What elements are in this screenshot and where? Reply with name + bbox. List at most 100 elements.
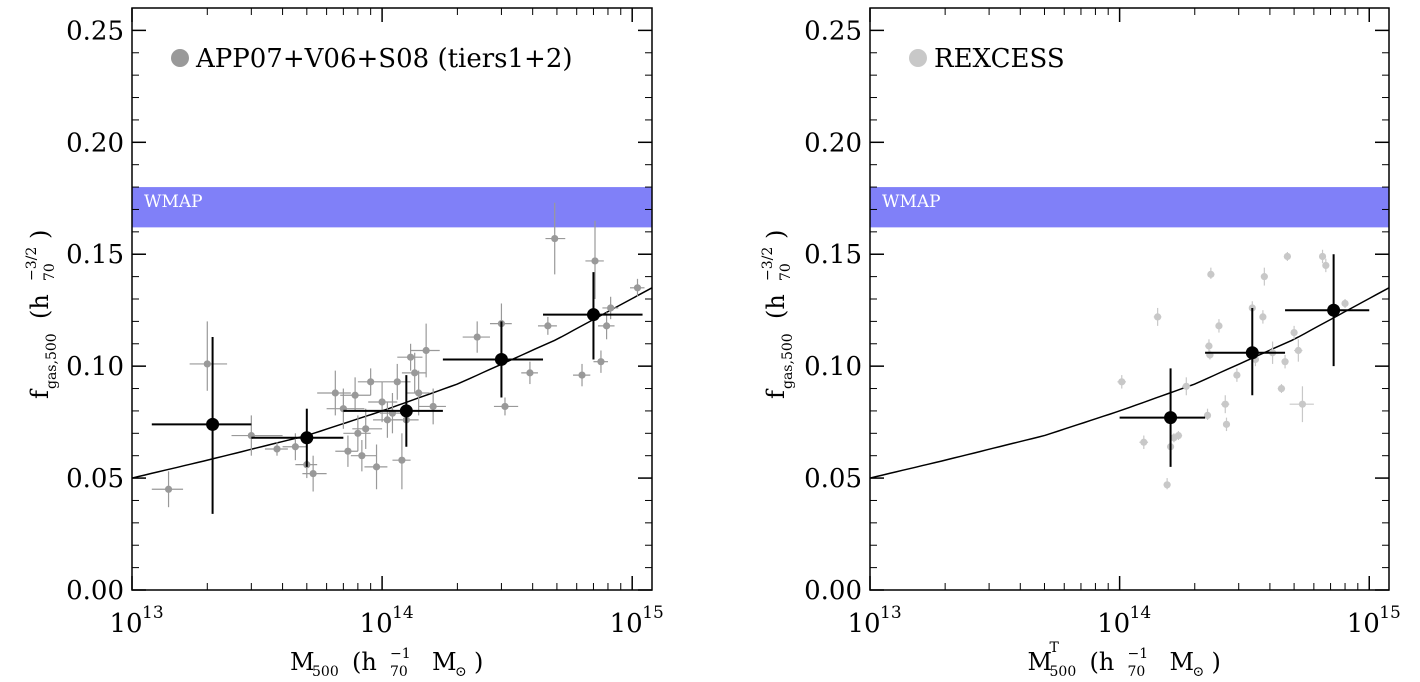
data-point-marker [1277, 384, 1286, 393]
data-point-marker [1140, 438, 1148, 446]
fit-curve [869, 287, 1390, 479]
data-point-marker [422, 346, 430, 355]
data-point [1207, 267, 1215, 279]
y-label-h-sup: −3/2 [760, 247, 776, 281]
binned-point-marker [1245, 346, 1259, 360]
data-point-marker [367, 378, 375, 386]
data-point-marker [1163, 481, 1171, 489]
y-label-main: f [26, 388, 54, 399]
binned-point [543, 272, 643, 360]
data-point-marker [1207, 270, 1215, 278]
x-tick-exponent: 13 [880, 603, 902, 623]
binned-point [151, 337, 252, 514]
y-tick-label: 0.25 [804, 16, 862, 46]
data-point [1139, 435, 1149, 449]
data-point-marker [1281, 358, 1289, 366]
y-label-paren-open: (h [26, 294, 54, 319]
x-tick-label: 10 [847, 609, 880, 639]
data-point-marker [1182, 382, 1190, 390]
binned-point-marker [494, 352, 508, 366]
data-point-marker [309, 470, 317, 478]
data-point-marker [406, 353, 415, 361]
data-point [1222, 417, 1231, 432]
data-point [1322, 258, 1330, 273]
data-point-marker [1341, 299, 1349, 308]
binned-point-marker [300, 431, 314, 445]
data-point-marker [597, 358, 605, 366]
data-point-marker [526, 369, 534, 377]
data-point-marker [1322, 261, 1330, 270]
y-label-h-sub: 70 [778, 263, 794, 281]
x-label-unit: M [432, 648, 457, 676]
data-point [1215, 319, 1223, 333]
data-point [1163, 478, 1171, 490]
data-point [189, 321, 228, 391]
x-label-h-sub: 70 [390, 664, 408, 680]
data-point [401, 352, 427, 394]
data-point-marker [351, 391, 359, 399]
data-point [537, 316, 557, 335]
data-point [151, 471, 184, 508]
data-point [302, 455, 327, 492]
data-point [392, 433, 411, 490]
data-point [1153, 307, 1162, 326]
data-point-marker [602, 322, 611, 330]
data-point-marker [273, 445, 281, 453]
data-point-marker [398, 456, 406, 464]
data-point-marker [1260, 273, 1268, 281]
x-label-unit: M [1170, 648, 1195, 676]
data-point-marker [1318, 252, 1327, 261]
binned-point [343, 375, 443, 447]
data-point [1233, 368, 1241, 382]
data-point [573, 363, 591, 387]
data-point-marker [1174, 431, 1183, 440]
data-point-marker [164, 485, 173, 493]
data-point-marker [1233, 371, 1241, 379]
x-tick-label: 10 [610, 609, 643, 639]
legend-marker [171, 49, 189, 67]
x-label-h-sub: 70 [1128, 664, 1146, 680]
data-point-marker [1215, 322, 1223, 330]
data-point-marker [393, 378, 401, 386]
data-point [335, 435, 358, 467]
x-label-sup: T [1050, 640, 1060, 656]
y-tick-label: 0.10 [66, 352, 124, 382]
binned-point [1119, 368, 1206, 467]
fit-curve [131, 287, 653, 479]
data-point-marker [473, 333, 481, 341]
x-label-paren-open: (h [1090, 648, 1115, 676]
data-point [1260, 267, 1268, 286]
data-point [418, 388, 446, 425]
y-tick-label: 0.10 [804, 352, 862, 382]
data-point-marker [1259, 313, 1267, 321]
data-point [397, 343, 423, 371]
binned-point-marker [586, 308, 600, 322]
wmap-band [132, 187, 652, 228]
data-point-marker [591, 257, 599, 265]
y-label-paren-close: ) [26, 230, 54, 239]
y-tick-label: 0.05 [66, 464, 124, 494]
data-point-marker [372, 463, 381, 471]
data-point [1173, 431, 1183, 441]
data-point-marker [429, 402, 437, 411]
data-point-marker [383, 416, 391, 424]
x-tick-exponent: 15 [642, 603, 664, 623]
x-tick-exponent: 14 [392, 603, 414, 623]
wmap-band [870, 187, 1389, 228]
data-point [593, 350, 608, 373]
binned-point [1205, 307, 1286, 396]
data-point [317, 370, 351, 416]
y-label-paren-open: (h [762, 294, 790, 319]
y-label-paren-close: ) [762, 230, 790, 239]
data-point [364, 444, 388, 490]
data-point [1289, 386, 1314, 423]
data-point-marker [1298, 400, 1307, 408]
data-point [1205, 339, 1213, 353]
data-point-marker [203, 360, 211, 368]
x-label-h-sup: −1 [390, 646, 411, 662]
